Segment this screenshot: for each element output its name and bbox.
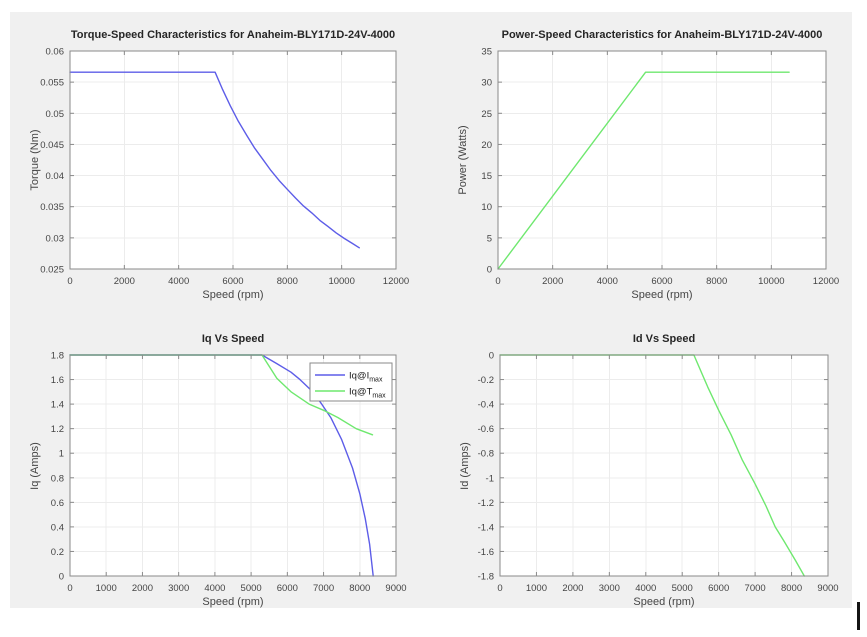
torque-speed-title: Torque-Speed Characteristics for Anaheim… [70, 29, 396, 41]
svg-text:2000: 2000 [114, 276, 135, 287]
svg-text:0.05: 0.05 [46, 109, 65, 120]
svg-text:2000: 2000 [132, 583, 153, 594]
svg-text:6000: 6000 [708, 583, 729, 594]
svg-text:-0.2: -0.2 [478, 375, 494, 386]
torque-speed-plot: 0 2000 4000 6000 8000 10000 12000 0.025 0.03 0.03… [40, 47, 409, 288]
svg-text:8000: 8000 [781, 583, 802, 594]
svg-text:4000: 4000 [168, 276, 189, 287]
iq-speed-plot: 0 1000 2000 3000 4000 5000 6000 7000 8000 9000 0 0.… [51, 351, 407, 595]
svg-text:0: 0 [59, 572, 64, 583]
svg-text:-1: -1 [486, 473, 494, 484]
cursor-artifact [857, 602, 860, 630]
legend-box: Iq@Imax Iq@Tmax [309, 362, 393, 402]
svg-text:0.03: 0.03 [46, 233, 65, 244]
svg-text:-1.4: -1.4 [478, 522, 494, 533]
svg-text:9000: 9000 [385, 583, 406, 594]
svg-text:-0.4: -0.4 [478, 400, 494, 411]
svg-text:0: 0 [67, 583, 72, 594]
svg-text:1.6: 1.6 [51, 375, 64, 386]
svg-text:10000: 10000 [758, 276, 784, 287]
svg-text:0.2: 0.2 [51, 547, 64, 558]
svg-text:-0.8: -0.8 [478, 449, 494, 460]
svg-text:1000: 1000 [526, 583, 547, 594]
torque-speed-xlabel: Speed (rpm) [202, 289, 264, 301]
svg-text:-1.2: -1.2 [478, 498, 494, 509]
svg-text:0.045: 0.045 [40, 140, 64, 151]
svg-text:0: 0 [497, 583, 502, 594]
svg-text:-1.8: -1.8 [478, 572, 494, 583]
svg-text:15: 15 [481, 171, 492, 182]
svg-text:5: 5 [487, 233, 492, 244]
power-speed-plot: 0 2000 4000 6000 8000 10000 12000 0 5 10 15 20 25 30 3… [481, 47, 839, 288]
svg-text:5000: 5000 [241, 583, 262, 594]
svg-text:4000: 4000 [597, 276, 618, 287]
svg-text:0: 0 [489, 351, 494, 362]
svg-text:0.055: 0.055 [40, 78, 64, 89]
power-speed-title: Power-Speed Characteristics for Anaheim-… [501, 29, 823, 41]
svg-text:30: 30 [481, 78, 492, 89]
svg-text:3000: 3000 [168, 583, 189, 594]
svg-text:Iq@Imax: Iq@Imax [349, 371, 383, 384]
svg-text:0.8: 0.8 [51, 473, 64, 484]
svg-text:2000: 2000 [562, 583, 583, 594]
power-speed-xlabel: Speed (rpm) [631, 289, 693, 301]
svg-text:1000: 1000 [96, 583, 117, 594]
svg-text:35: 35 [481, 47, 492, 58]
svg-text:20: 20 [481, 140, 492, 151]
svg-text:6000: 6000 [277, 583, 298, 594]
svg-text:5000: 5000 [672, 583, 693, 594]
svg-text:10000: 10000 [328, 276, 354, 287]
svg-text:8000: 8000 [706, 276, 727, 287]
svg-text:12000: 12000 [383, 276, 409, 287]
svg-text:0.06: 0.06 [46, 47, 65, 58]
svg-text:Iq@Tmax: Iq@Tmax [349, 387, 386, 400]
svg-text:4000: 4000 [204, 583, 225, 594]
svg-text:0.025: 0.025 [40, 265, 64, 276]
svg-text:6000: 6000 [222, 276, 243, 287]
id-speed-plot: 0 1000 2000 3000 4000 5000 6000 7000 8000 9000 -1.… [478, 351, 839, 595]
iq-speed-title: Iq Vs Speed [201, 333, 265, 345]
svg-text:10: 10 [481, 202, 492, 213]
svg-text:7000: 7000 [313, 583, 334, 594]
svg-text:3000: 3000 [599, 583, 620, 594]
svg-text:0: 0 [495, 276, 500, 287]
svg-text:1.2: 1.2 [51, 424, 64, 435]
svg-text:4000: 4000 [635, 583, 656, 594]
svg-text:-1.6: -1.6 [478, 547, 494, 558]
svg-text:2000: 2000 [542, 276, 563, 287]
svg-text:8000: 8000 [277, 276, 298, 287]
id-speed-xlabel: Speed (rpm) [633, 596, 695, 608]
svg-text:0.4: 0.4 [51, 522, 64, 533]
svg-text:1.8: 1.8 [51, 351, 64, 362]
svg-text:6000: 6000 [651, 276, 672, 287]
svg-text:8000: 8000 [349, 583, 370, 594]
svg-text:-0.6: -0.6 [478, 424, 494, 435]
svg-text:0: 0 [67, 276, 72, 287]
id-speed-title: Id Vs Speed [632, 333, 696, 345]
svg-text:0.04: 0.04 [46, 171, 65, 182]
iq-speed-xlabel: Speed (rpm) [202, 596, 264, 608]
svg-text:0.035: 0.035 [40, 202, 64, 213]
svg-text:1.4: 1.4 [51, 400, 64, 411]
svg-text:7000: 7000 [745, 583, 766, 594]
svg-text:9000: 9000 [817, 583, 838, 594]
svg-text:12000: 12000 [813, 276, 839, 287]
svg-text:0: 0 [487, 265, 492, 276]
svg-text:0.6: 0.6 [51, 498, 64, 509]
svg-text:25: 25 [481, 109, 492, 120]
svg-text:1: 1 [59, 449, 64, 460]
